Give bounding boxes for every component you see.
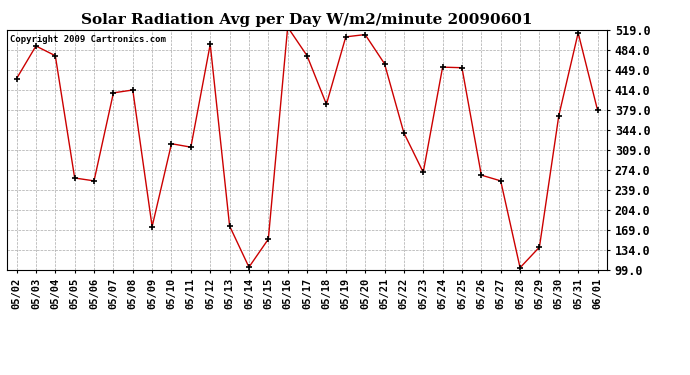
Title: Solar Radiation Avg per Day W/m2/minute 20090601: Solar Radiation Avg per Day W/m2/minute … (81, 13, 533, 27)
Text: Copyright 2009 Cartronics.com: Copyright 2009 Cartronics.com (10, 35, 166, 44)
